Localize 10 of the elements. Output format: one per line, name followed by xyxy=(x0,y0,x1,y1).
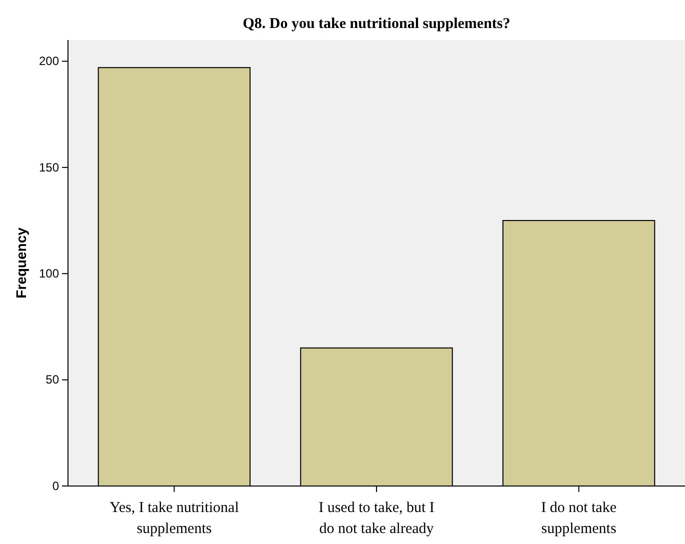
y-tick-label: 200 xyxy=(38,54,60,68)
x-tick-label: I do not take supplements xyxy=(541,500,617,537)
chart-title: Q8. Do you take nutritional supplements? xyxy=(242,16,510,32)
y-axis-title: Frequency xyxy=(13,227,29,298)
y-tick-label: 100 xyxy=(38,266,60,280)
y-tick-label: 0 xyxy=(52,478,60,493)
x-tick-label: I used to take, but I do not take already xyxy=(318,500,434,537)
x-tick-label: Yes, I take nutritional supplements xyxy=(110,500,239,537)
y-tick-label: 150 xyxy=(38,160,60,174)
y-tick-label: 50 xyxy=(46,372,60,387)
